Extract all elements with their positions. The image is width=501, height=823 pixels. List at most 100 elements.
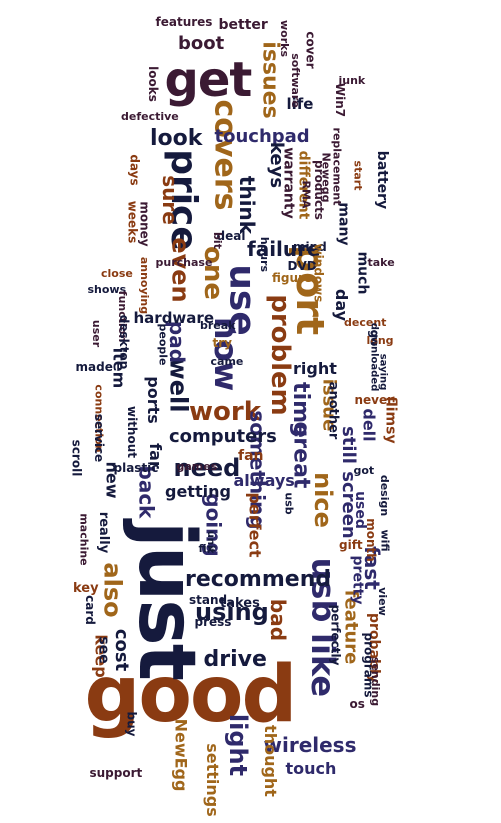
word-hours: hours [257, 236, 271, 272]
word-still: still [337, 426, 359, 464]
word-without: without [125, 405, 140, 459]
word-service: service [92, 413, 107, 463]
word-even: even [166, 237, 195, 303]
word-shows: shows [87, 282, 127, 296]
word-downloaded: downloaded [367, 322, 379, 392]
word-cost: cost [111, 628, 133, 672]
word-days: days [127, 154, 142, 186]
word-windows: windows [310, 243, 325, 303]
word-touch: touch [285, 759, 337, 778]
word-software: software [288, 52, 302, 108]
word-came: came [210, 354, 244, 368]
word-life: life [286, 94, 314, 113]
word-thought: thought [260, 725, 280, 797]
word-never: never [354, 393, 394, 407]
word-bit: bit [210, 231, 224, 249]
word-weeks: weeks [124, 200, 139, 244]
word-nice: nice [308, 472, 337, 528]
word-take: take [367, 255, 395, 269]
word-recommend: recommend [185, 567, 332, 592]
word-figure: figure [272, 271, 313, 285]
word-sending: sending [368, 656, 382, 706]
word-design: design [377, 474, 391, 516]
word-win7: Win7 [333, 82, 348, 118]
word-annoying: annoying [137, 256, 151, 314]
word-get: get [164, 52, 253, 108]
word-sure: sure [157, 175, 182, 225]
word-many: many [335, 202, 352, 246]
word-right: right [293, 359, 337, 378]
word-deal: deal [216, 229, 246, 243]
word-using: using [195, 598, 269, 626]
word-break: break [200, 318, 236, 332]
word-dvd: DVD [287, 259, 317, 273]
word-view: view [375, 586, 389, 616]
word-wireless: wireless [263, 733, 357, 757]
word-much: much [353, 251, 370, 295]
word-fix: fix [198, 541, 214, 555]
word-pretty: pretty [348, 555, 365, 605]
word-think: think [235, 175, 260, 235]
word-good: good [84, 650, 298, 740]
word-got: got [353, 463, 375, 477]
word-flimsy: flimsy [382, 396, 399, 444]
word-support: support [89, 766, 143, 780]
word-rma: RMA [299, 180, 313, 208]
word-plastic: plastic [113, 461, 159, 475]
word-another: another [325, 381, 341, 439]
word-one: one [198, 245, 229, 301]
word-also: also [98, 562, 127, 618]
word-pad: pad [165, 320, 190, 364]
word-boot: boot [178, 33, 225, 54]
word-touchpad: touchpad [214, 126, 310, 147]
word-usb-small: usb [282, 491, 296, 515]
word-cover: cover [303, 31, 318, 69]
word-wifi: wifi [378, 528, 392, 552]
word-dell: dell [359, 408, 379, 442]
word-stand: stand [189, 593, 228, 607]
word-month: month [363, 518, 378, 562]
word-really: really [95, 511, 111, 553]
word-desktop: desktop [117, 314, 132, 370]
word-battery: battery [374, 150, 391, 210]
word-people: people [156, 323, 170, 365]
word-ports: ports [143, 376, 163, 424]
word-see: see [95, 636, 112, 664]
word-machine: machine [77, 512, 91, 566]
word-made: made [75, 360, 113, 374]
word-user: user [89, 319, 103, 347]
word-look: look [150, 126, 203, 151]
word-getting: getting [165, 482, 231, 501]
word-takes: takes [220, 595, 260, 611]
word-looks: looks [145, 66, 160, 102]
word-better: better [218, 17, 268, 33]
word-light: light [224, 713, 253, 777]
word-money: money [137, 201, 152, 247]
word-drive: drive [203, 647, 267, 672]
word-works: works [277, 19, 291, 57]
word-newegg-caps: NewEgg [170, 718, 190, 792]
word-games: games [176, 459, 218, 473]
word-try: try [212, 336, 232, 350]
word-perfect: perfect [245, 492, 265, 558]
word-start: start [351, 160, 365, 190]
word-scroll: scroll [68, 439, 83, 477]
word-junk: junk [338, 73, 366, 87]
word-key: key [73, 580, 99, 596]
word-long: long [366, 333, 394, 347]
word-always: always [233, 471, 295, 490]
word-issues: issues [257, 41, 283, 119]
word-time: time [287, 382, 313, 438]
word-replacement: replacement [330, 127, 344, 205]
word-features: features [155, 15, 213, 29]
word-bad: bad [266, 598, 291, 642]
word-os: os [349, 697, 365, 711]
word-work: work [189, 397, 261, 427]
word-settings: settings [202, 743, 222, 817]
word-buy: buy [123, 711, 138, 737]
word-computers: computers [169, 426, 277, 447]
word-failure: failure [247, 237, 321, 261]
word-defective: defective [121, 109, 179, 123]
word-card: card [82, 595, 97, 625]
